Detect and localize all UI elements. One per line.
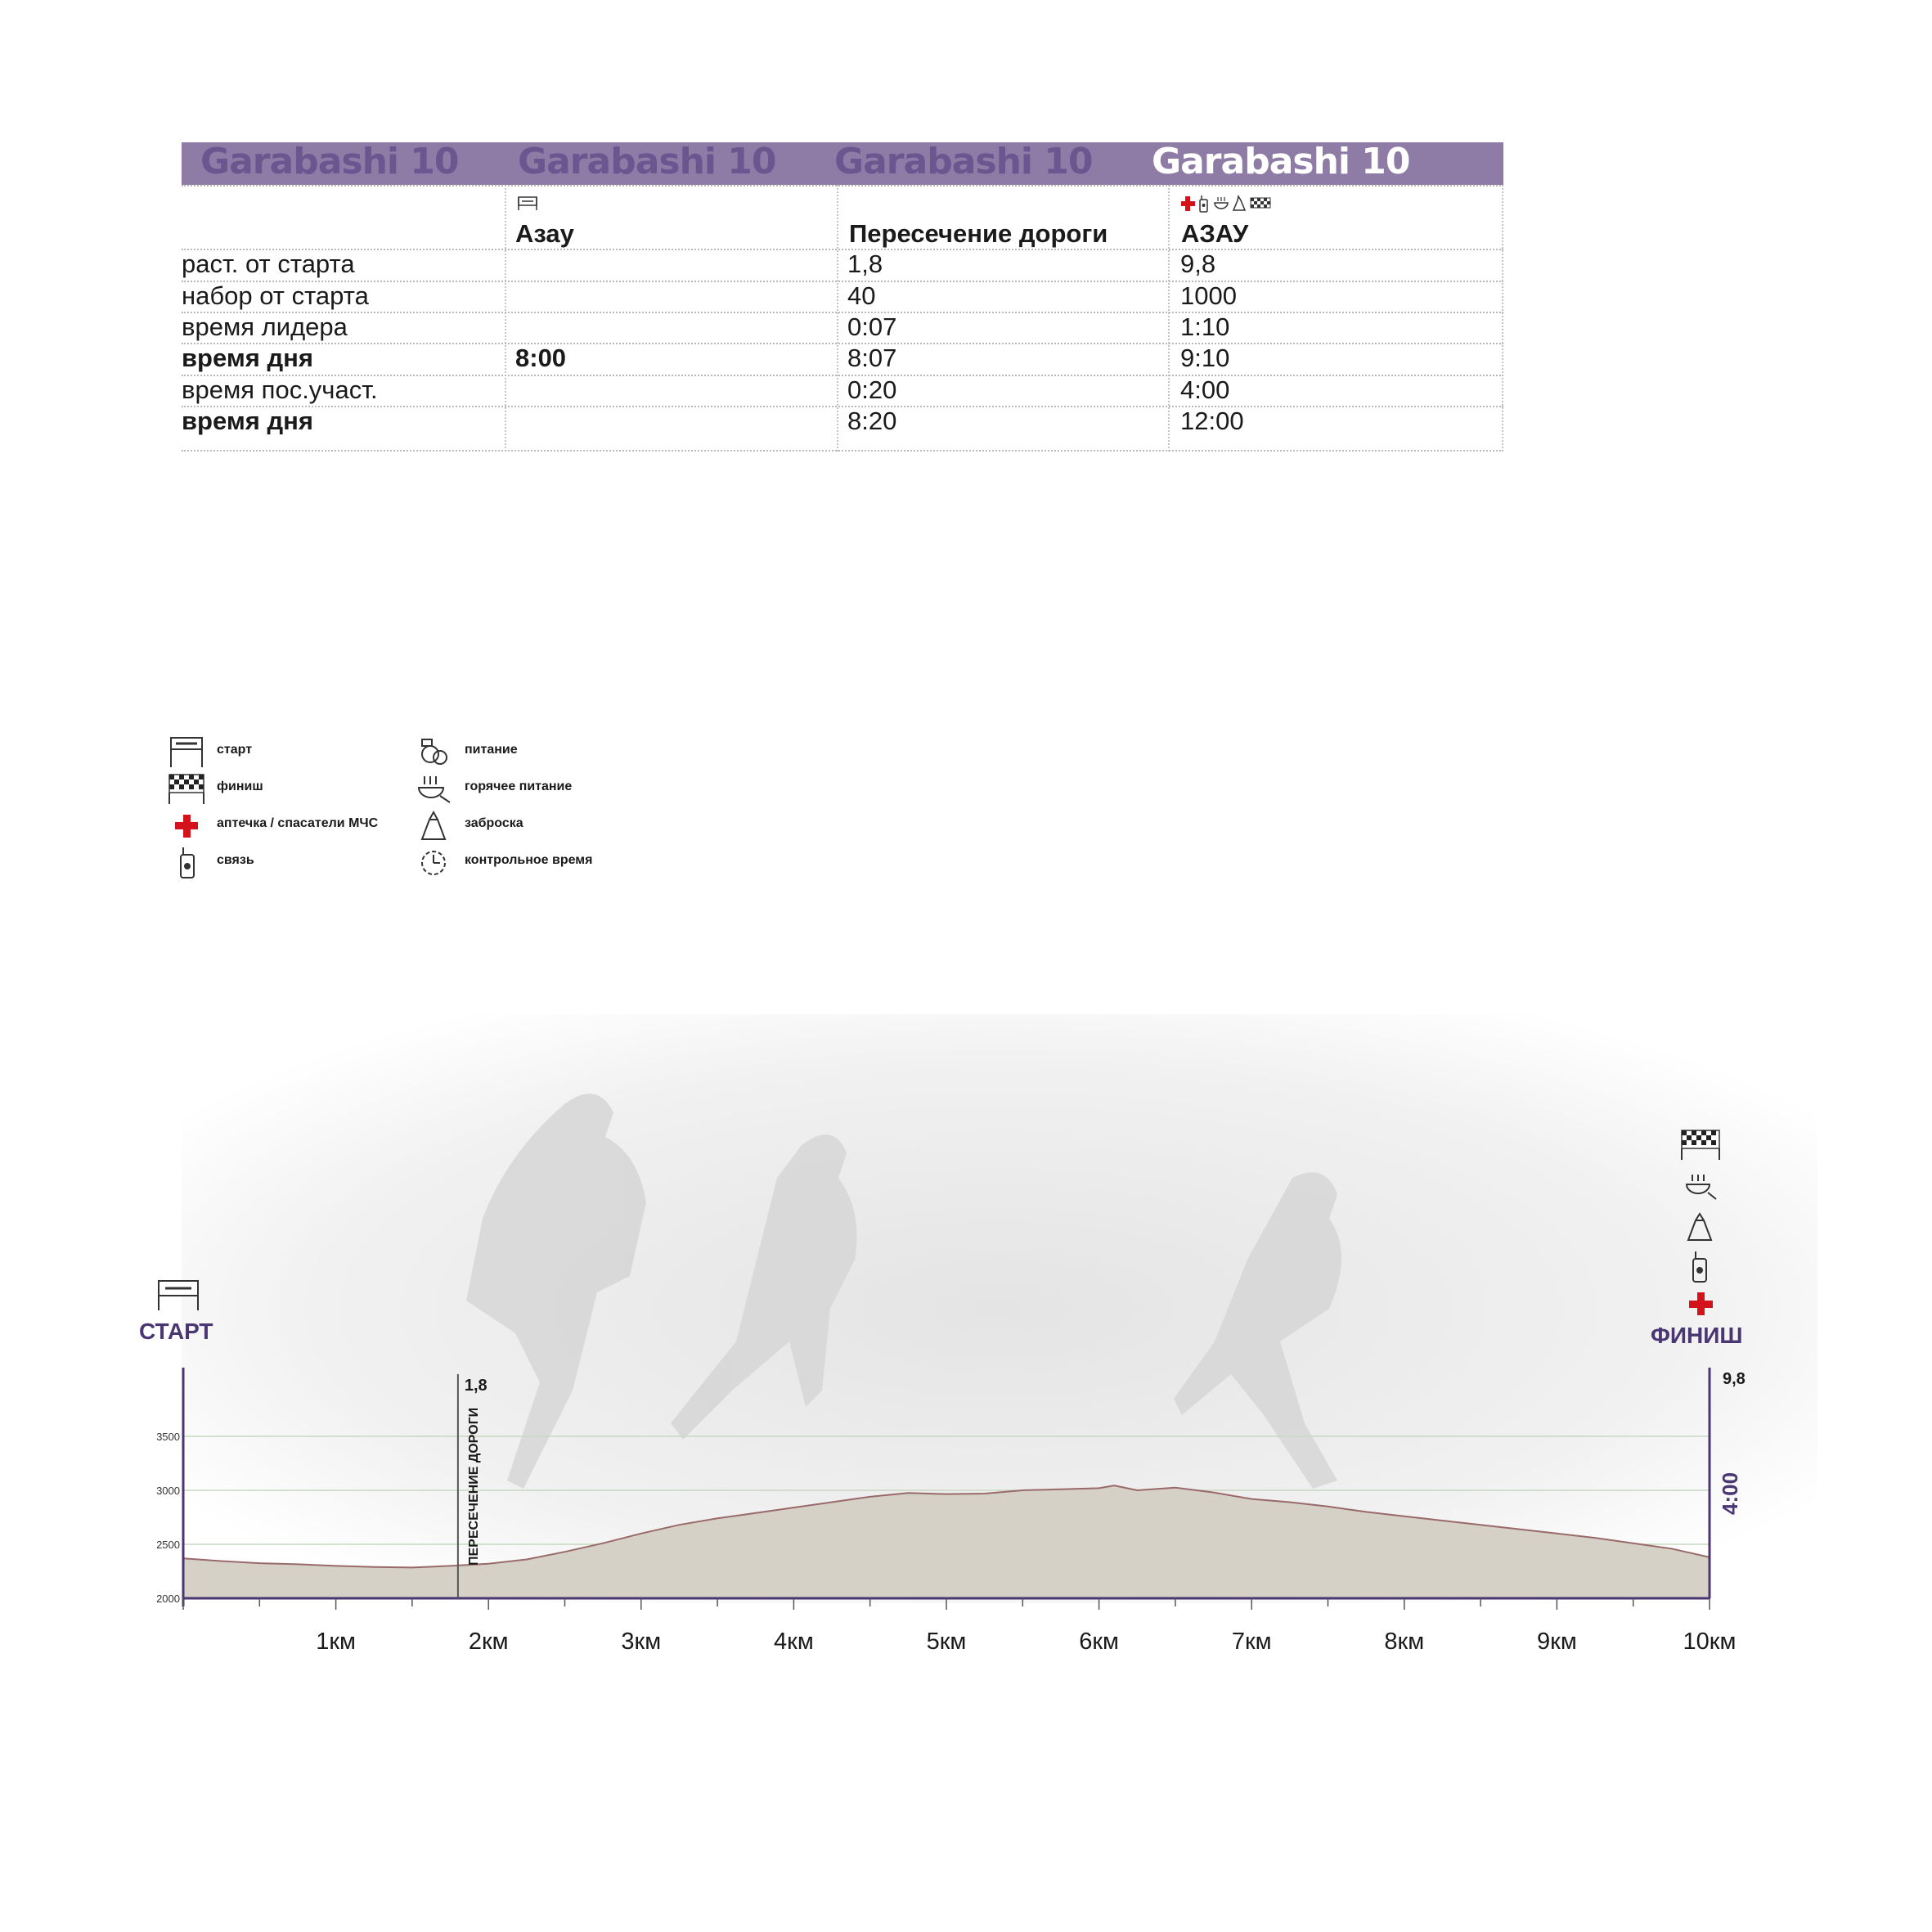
hot-food-icon	[1214, 197, 1229, 209]
row-divider	[182, 375, 1503, 376]
legend-label: связь	[217, 853, 254, 867]
start-icon	[170, 737, 203, 767]
legend-label: финиш	[217, 780, 263, 793]
finish-label: ФИНИШ	[1651, 1323, 1743, 1348]
checkpoint-label: ПЕРЕСЕЧЕНИЕ ДОРОГИ	[467, 1408, 481, 1566]
table-cell: 8:07	[847, 344, 897, 372]
y-tick-label: 3000	[156, 1485, 180, 1497]
column-divider	[1502, 185, 1503, 452]
y-tick-label: 2000	[156, 1593, 180, 1605]
first-aid-icon	[1689, 1292, 1713, 1315]
row-divider	[182, 312, 1503, 313]
x-tick-label: 10км	[1683, 1629, 1737, 1655]
row-label: время дня	[182, 344, 313, 372]
finish-control-time: 4:00	[1718, 1472, 1742, 1515]
row-label: раст. от старта	[182, 249, 355, 278]
table-cell: 9,8	[1180, 249, 1216, 278]
table-cell: 9:10	[1180, 344, 1230, 372]
column-divider	[837, 185, 838, 452]
table-cell: 0:07	[847, 312, 897, 341]
drop-bag-icon	[420, 810, 447, 840]
legend-label: заброска	[465, 816, 523, 830]
hot-food-icon	[417, 776, 451, 803]
column-divider	[505, 185, 506, 452]
row-divider	[182, 249, 1503, 250]
drop-bag-icon	[1687, 1212, 1713, 1241]
table-cell: 1,8	[847, 249, 883, 278]
radio-icon	[1692, 1251, 1707, 1283]
finish-icon	[168, 774, 204, 804]
legend-label: старт	[217, 743, 253, 757]
table-cell: 8:20	[847, 407, 897, 435]
row-label: время лидера	[182, 312, 348, 341]
elevation-area	[182, 1485, 1710, 1599]
x-tick-label: 1км	[316, 1629, 356, 1655]
food-icon	[421, 739, 447, 765]
band-title-active: Garabashi 10	[1152, 141, 1411, 182]
first-aid-icon	[175, 815, 198, 838]
legend-label: горячее питание	[465, 780, 573, 793]
legend-label: питание	[465, 743, 518, 757]
table-cell: 1:10	[1180, 312, 1230, 341]
x-tick-label: 8км	[1384, 1629, 1424, 1655]
start-icon	[518, 196, 537, 210]
y-tick-label: 3500	[156, 1431, 180, 1443]
row-divider	[182, 185, 1503, 186]
x-tick-label: 2км	[469, 1629, 509, 1655]
row-label: время дня	[182, 407, 313, 435]
x-tick-label: 7км	[1232, 1629, 1272, 1655]
y-axis-ticks: 2000 2500 3000 3500	[156, 1431, 180, 1605]
checkpoint-distance: 1,8	[465, 1377, 487, 1395]
table-cell: 8:00	[515, 344, 567, 372]
location-azau-start: Азау	[515, 219, 574, 248]
radio-icon	[1199, 195, 1208, 213]
x-tick-label: 6км	[1079, 1629, 1119, 1655]
radio-icon	[180, 847, 195, 878]
checkpoints: 1,8 ПЕРЕСЕЧЕНИЕ ДОРОГИ	[456, 1374, 487, 1598]
drop-bag-icon	[1232, 195, 1247, 211]
runner-silhouettes	[466, 1094, 1341, 1489]
finish-distance: 9,8	[1723, 1370, 1746, 1388]
start-icon	[158, 1280, 199, 1310]
clock-icon	[421, 851, 446, 875]
start-label: СТАРТ	[139, 1319, 213, 1344]
finish-icon	[1250, 197, 1271, 209]
x-tick-label: 5км	[927, 1629, 967, 1655]
x-axis-ticks: 1км 2км 3км 4км 5км 6км 7км 8км 9км 10км	[182, 1598, 1737, 1655]
table-header-band	[182, 142, 1503, 185]
row-divider	[182, 281, 1503, 282]
location-azau-finish: АЗАУ	[1181, 219, 1249, 248]
row-divider	[182, 450, 1503, 452]
x-tick-label: 3км	[621, 1629, 661, 1655]
finish-icon	[1681, 1130, 1720, 1160]
table-cell: 1000	[1180, 281, 1237, 310]
row-divider	[182, 343, 1503, 344]
x-tick-label: 9км	[1537, 1629, 1577, 1655]
table-cell: 40	[847, 281, 876, 310]
y-tick-label: 2500	[156, 1539, 180, 1551]
table-cell: 4:00	[1180, 375, 1230, 404]
band-title-2: Garabashi 10	[518, 141, 777, 182]
row-label: набор от старта	[182, 281, 369, 310]
first-aid-icon	[1181, 196, 1195, 211]
legend-label: аптечка / спасатели МЧС	[217, 816, 379, 830]
table-cell: 12:00	[1180, 407, 1244, 435]
table-cell: 0:20	[847, 375, 897, 404]
band-title-1: Garabashi 10	[200, 141, 460, 182]
band-title-3: Garabashi 10	[834, 141, 1094, 182]
finish-icons-row	[1181, 195, 1271, 213]
x-tick-label: 4км	[774, 1629, 814, 1655]
location-road-crossing: Пересечение дороги	[849, 219, 1108, 248]
row-label: время пос.участ.	[182, 375, 378, 404]
column-divider	[1168, 185, 1170, 452]
row-divider	[182, 406, 1503, 407]
legend-label: контрольное время	[465, 853, 593, 867]
hot-food-icon	[1685, 1175, 1717, 1200]
